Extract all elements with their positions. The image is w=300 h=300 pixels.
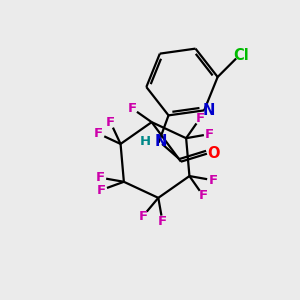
Text: F: F <box>208 174 217 187</box>
Text: O: O <box>208 146 220 161</box>
Text: F: F <box>195 112 205 125</box>
Text: F: F <box>106 116 115 129</box>
Text: F: F <box>94 127 104 140</box>
Text: F: F <box>205 128 214 140</box>
Text: N: N <box>203 103 215 118</box>
Text: N: N <box>155 134 167 149</box>
Text: Cl: Cl <box>233 48 249 63</box>
Text: F: F <box>199 189 208 202</box>
Text: F: F <box>158 215 167 228</box>
Text: F: F <box>128 102 136 115</box>
Text: F: F <box>96 171 105 184</box>
Text: F: F <box>138 210 147 223</box>
Text: H: H <box>140 135 151 148</box>
Text: F: F <box>97 184 106 196</box>
